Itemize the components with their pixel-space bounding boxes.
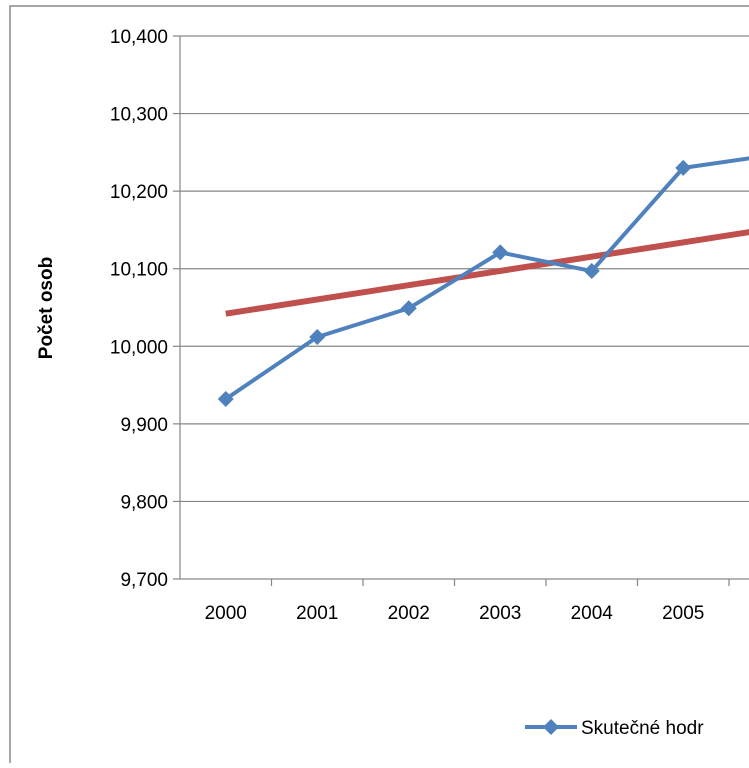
y-tick-label: 9,700 (120, 570, 168, 591)
data-point (217, 391, 234, 408)
data-point (583, 263, 600, 280)
legend: Skutečné hodr (525, 718, 704, 739)
trend-line (225, 229, 749, 317)
legend-label-actual: Skutečné hodr (581, 718, 704, 739)
data-point (400, 300, 417, 317)
x-tick-labels: 2000200120022003200420052 (205, 603, 705, 624)
y-tick-label: 10,400 (110, 27, 168, 48)
y-axis-title: Počet osob (36, 257, 57, 359)
legend-marker-actual (543, 719, 559, 735)
x-tick-label: 2002 (388, 603, 430, 624)
x-tick-label: 2003 (479, 603, 521, 624)
y-tick-label: 9,800 (120, 492, 168, 513)
data-point (675, 159, 692, 176)
y-tick-label: 10,300 (110, 105, 168, 126)
data-point (492, 244, 509, 261)
y-tick-labels: 9,700 9,800 9,900 10,000 10,100 10,200 10,300 1… (110, 27, 168, 591)
y-tick-label: 9,900 (120, 415, 168, 436)
x-tick-label: 2005 (662, 603, 704, 624)
chart-border (9, 5, 749, 768)
gridlines (180, 35, 749, 503)
y-tick-label: 10,100 (110, 260, 168, 281)
y-tick-label: 10,200 (110, 182, 168, 203)
y-tick-label: 10,000 (110, 337, 168, 358)
series-layer (217, 156, 749, 408)
x-tick-label: 2004 (571, 603, 614, 624)
data-point (309, 328, 326, 345)
axes (173, 35, 749, 586)
x-tick-label: 2000 (205, 603, 247, 624)
x-tick-label: 2001 (296, 603, 338, 624)
